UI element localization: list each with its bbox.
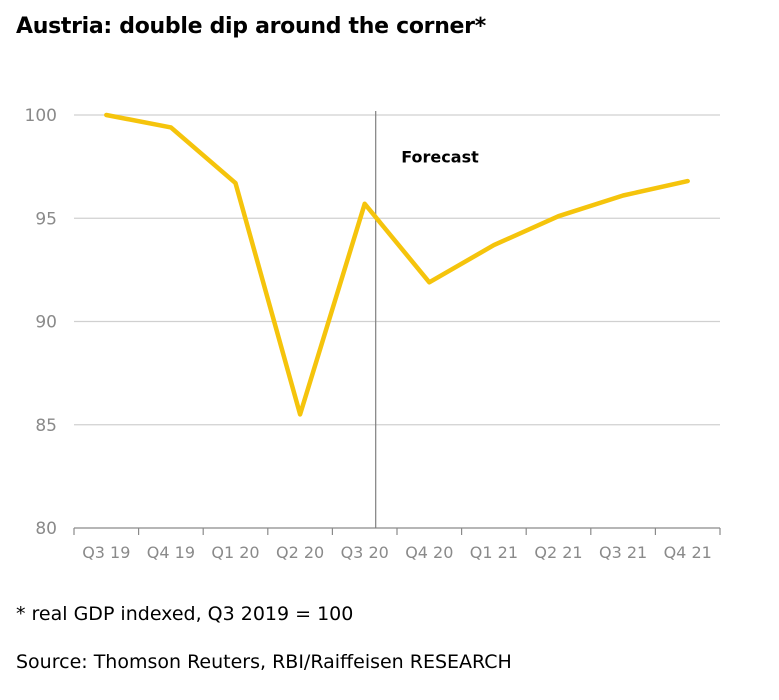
x-tick-label: Q4 19 — [147, 543, 195, 562]
y-tick-label: 80 — [35, 519, 57, 539]
x-tick-label: Q3 21 — [599, 543, 647, 562]
gdp-series-line — [104, 112, 690, 417]
x-tick-label: Q3 19 — [82, 543, 130, 562]
x-tick-label: Q4 21 — [664, 543, 712, 562]
source-note: Source: Thomson Reuters, RBI/Raiffeisen … — [16, 651, 512, 673]
x-tick-label: Q2 21 — [534, 543, 582, 562]
x-tick-label: Q1 21 — [470, 543, 518, 562]
footnote: * real GDP indexed, Q3 2019 = 100 — [16, 603, 354, 625]
forecast-annotation: Forecast — [401, 147, 479, 166]
x-tick-label: Q2 20 — [276, 543, 324, 562]
chart-title: Austria: double dip around the corner* — [16, 14, 486, 39]
y-tick-label: 95 — [35, 209, 57, 229]
y-tick-label: 85 — [35, 416, 57, 436]
x-tick-label: Q1 20 — [211, 543, 259, 562]
x-axis-ticks: Q3 19 Q4 19 Q1 20 Q2 20 Q3 20 Q4 20 Q1 21 Q2 21… — [82, 543, 712, 562]
line-chart: 100 95 90 85 80 Q3 19 Q4 19 Q1 20 Q2 20 Q3 20 Q4 … — [25, 106, 721, 562]
x-tick-label: Q3 20 — [341, 543, 389, 562]
x-axis-tick-marks — [73, 528, 721, 535]
y-axis-ticks: 100 95 90 85 80 — [25, 106, 57, 539]
gridlines — [74, 114, 720, 426]
y-tick-label: 100 — [25, 106, 57, 126]
x-tick-label: Q4 20 — [405, 543, 453, 562]
y-tick-label: 90 — [35, 313, 57, 333]
